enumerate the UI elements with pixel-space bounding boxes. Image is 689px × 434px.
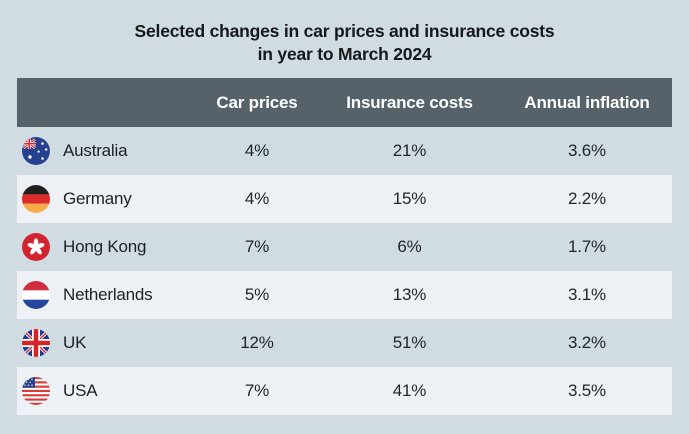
table-row-hong-kong: Hong Kong 7% 6% 1.7% <box>17 223 672 271</box>
table-row-usa: USA 7% 41% 3.5% <box>17 367 672 415</box>
country-label: USA <box>63 381 98 400</box>
data-table: Car prices Insurance costs Annual inflat… <box>17 78 672 415</box>
car-prices-value: 5% <box>244 285 270 304</box>
car-prices-value: 4% <box>244 189 270 208</box>
country-cell: Germany <box>17 185 197 213</box>
netherlands-flag-icon <box>22 281 50 309</box>
car-prices-value: 4% <box>244 141 270 160</box>
car-prices-value: 7% <box>244 237 270 256</box>
country-cell: UK <box>17 329 197 357</box>
country-cell: Netherlands <box>17 281 197 309</box>
country-label: Australia <box>63 141 128 160</box>
country-cell: Hong Kong <box>17 233 197 261</box>
column-header-car-prices: Car prices <box>216 92 298 112</box>
column-header-insurance-costs: Insurance costs <box>346 92 473 112</box>
title-line-1: Selected changes in car prices and insur… <box>134 21 555 41</box>
table-header-row: Car prices Insurance costs Annual inflat… <box>17 78 672 127</box>
insurance-costs-value: 51% <box>392 333 427 352</box>
insurance-costs-value: 41% <box>392 381 427 400</box>
annual-inflation-value: 3.6% <box>568 141 606 160</box>
country-cell: USA <box>17 377 197 405</box>
car-prices-value: 7% <box>244 381 270 400</box>
title-line-2: in year to March 2024 <box>257 44 432 64</box>
country-label: Netherlands <box>63 285 153 304</box>
country-cell: Australia <box>17 137 197 165</box>
annual-inflation-value: 1.7% <box>568 237 606 256</box>
column-header-annual-inflation: Annual inflation <box>524 92 650 112</box>
country-label: Germany <box>63 189 132 208</box>
insurance-costs-value: 13% <box>392 285 427 304</box>
table-row-australia: Australia 4% 21% 3.6% <box>17 127 672 175</box>
hong-kong-flag-icon <box>22 233 50 261</box>
annual-inflation-value: 2.2% <box>568 189 606 208</box>
insurance-costs-value: 6% <box>397 237 422 256</box>
annual-inflation-value: 3.5% <box>568 381 606 400</box>
country-label: UK <box>63 333 87 352</box>
germany-flag-icon <box>22 185 50 213</box>
usa-flag-icon <box>22 377 50 405</box>
insurance-costs-value: 21% <box>392 141 427 160</box>
annual-inflation-value: 3.2% <box>568 333 606 352</box>
table-row-uk: UK 12% 51% 3.2% <box>17 319 672 367</box>
insurance-costs-value: 15% <box>392 189 427 208</box>
country-label: Hong Kong <box>63 237 147 256</box>
page-title: Selected changes in car prices and insur… <box>0 0 689 66</box>
car-prices-value: 12% <box>240 333 274 352</box>
table-row-netherlands: Netherlands 5% 13% 3.1% <box>17 271 672 319</box>
uk-flag-icon <box>22 329 50 357</box>
table-row-germany: Germany 4% 15% 2.2% <box>17 175 672 223</box>
annual-inflation-value: 3.1% <box>568 285 606 304</box>
australia-flag-icon <box>22 137 50 165</box>
